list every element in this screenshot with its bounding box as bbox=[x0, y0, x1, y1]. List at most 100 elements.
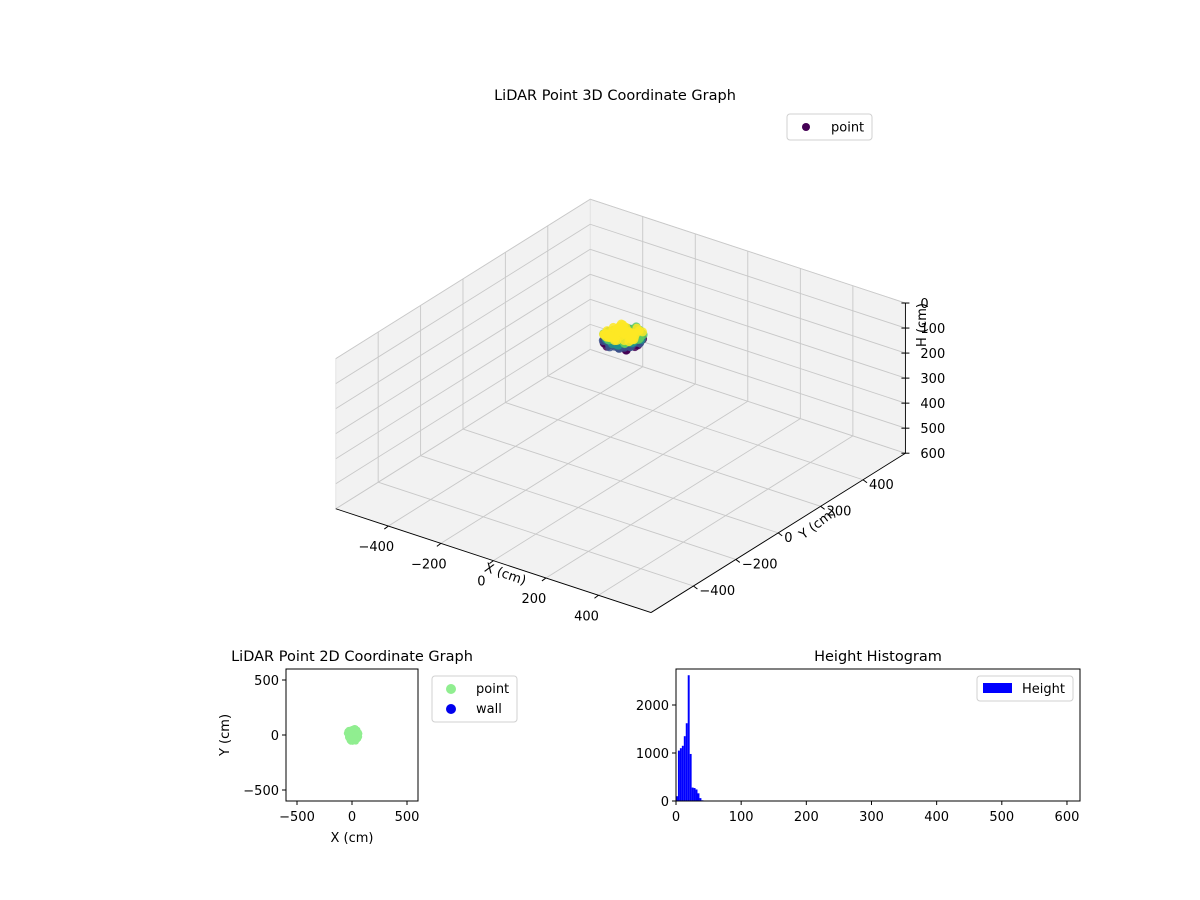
y-tick-label: 200 bbox=[827, 504, 852, 519]
y-tick bbox=[693, 585, 698, 590]
x-tick-label: 400 bbox=[924, 810, 949, 825]
hist-bar bbox=[683, 736, 686, 801]
z-tick-label: 200 bbox=[920, 347, 945, 362]
chart-hist-ticks: 0 100 200 300 400 500 600 0 1000 2000 bbox=[636, 699, 1079, 825]
point-2d bbox=[345, 734, 351, 741]
hist-bar bbox=[695, 789, 698, 801]
y-tick-label: 2000 bbox=[636, 699, 669, 714]
y-tick bbox=[777, 532, 783, 537]
y-tick-label: −500 bbox=[243, 784, 279, 799]
grid-z-left bbox=[335, 248, 591, 410]
chart-2d-legend-point-label: point bbox=[476, 682, 509, 697]
chart-3d-legend: point bbox=[786, 113, 873, 141]
hist-bar bbox=[687, 675, 690, 801]
y-tick-label: 0 bbox=[271, 729, 279, 744]
x-tick bbox=[489, 560, 494, 565]
y-tick-label: 1000 bbox=[636, 747, 669, 762]
chart-2d-xlabel: X (cm) bbox=[331, 831, 374, 846]
y-tick bbox=[735, 559, 741, 563]
chart-3d-point-cloud bbox=[598, 319, 648, 355]
grid-z-back bbox=[590, 298, 906, 404]
x-tick-label: 600 bbox=[1055, 810, 1080, 825]
hist-bar bbox=[693, 788, 696, 801]
y-tick-label: −200 bbox=[742, 557, 778, 572]
y-tick bbox=[862, 479, 868, 484]
x-tick bbox=[384, 525, 389, 530]
x-tick-label: −500 bbox=[279, 810, 315, 825]
hist-bar bbox=[689, 753, 692, 801]
chart-3d-zlabel: H (cm) bbox=[915, 303, 930, 347]
grid-z-back bbox=[590, 223, 906, 329]
y-tick-label: 0 bbox=[784, 531, 792, 546]
x-tick-label: 200 bbox=[794, 810, 819, 825]
x-tick-label: −200 bbox=[411, 557, 447, 572]
point-3d bbox=[619, 326, 629, 336]
y-tick-label: −400 bbox=[699, 584, 735, 599]
point-3d bbox=[608, 322, 618, 332]
chart-hist-title: Height Histogram bbox=[814, 649, 942, 665]
point-3d bbox=[634, 326, 644, 336]
chart-3d-ticks: −400 −200 0 200 400 −400 −200 0 200 400 0 100 200 300… bbox=[358, 297, 945, 624]
chart-hist-legend-swatch bbox=[983, 683, 1012, 693]
x-tick bbox=[436, 542, 442, 547]
x-tick bbox=[541, 577, 547, 582]
grid-z-back bbox=[590, 273, 906, 379]
grid-y-floor bbox=[378, 481, 694, 587]
chart-3d: LiDAR Point 3D Coordinate Graph −400 −200… bbox=[334, 88, 945, 624]
z-tick-label: 500 bbox=[920, 422, 945, 437]
chart-3d-title: LiDAR Point 3D Coordinate Graph bbox=[494, 88, 736, 104]
grid-z-left bbox=[335, 349, 591, 510]
chart-2d-legend-point-marker bbox=[446, 684, 456, 694]
grid-y-floor bbox=[547, 375, 864, 481]
hist-bar bbox=[691, 787, 694, 801]
z-tick-label: 100 bbox=[920, 322, 945, 337]
chart-2d: LiDAR Point 2D Coordinate Graph −500 0 500… bbox=[218, 649, 518, 846]
chart-3d-legend-marker bbox=[802, 123, 810, 131]
grid-y-floor bbox=[462, 428, 779, 534]
chart-2d-legend-wall-marker bbox=[446, 704, 456, 714]
hist-bar bbox=[697, 793, 700, 801]
hist-bar bbox=[681, 745, 684, 801]
x-tick bbox=[594, 594, 599, 599]
x-tick-label: 100 bbox=[729, 810, 754, 825]
hist-bar bbox=[699, 798, 702, 801]
y-tick bbox=[820, 505, 825, 510]
chart-hist-legend-box bbox=[976, 675, 1074, 702]
chart-2d-points bbox=[343, 725, 363, 745]
x-tick-label: 0 bbox=[348, 810, 356, 825]
hist-bar bbox=[685, 723, 688, 801]
x-tick-label: 200 bbox=[522, 592, 547, 607]
chart-2d-ylabel: Y (cm) bbox=[218, 714, 233, 757]
grid-z-left bbox=[335, 273, 591, 435]
x-tick-label: −400 bbox=[358, 540, 394, 555]
x-tick-label: 300 bbox=[859, 810, 884, 825]
grid-z-left bbox=[335, 298, 591, 460]
hist-bar bbox=[679, 748, 682, 801]
chart-2d-ticks: −500 0 500 −500 0 500 bbox=[243, 674, 419, 825]
hist-bar bbox=[677, 750, 680, 801]
chart-histogram: Height Histogram 0 100 200 300 400 500 600 0 100… bbox=[636, 649, 1081, 825]
grid-z-left bbox=[335, 323, 591, 485]
y-tick-label: 500 bbox=[254, 674, 279, 689]
z-tick-label: 600 bbox=[920, 447, 945, 462]
z-tick-label: 400 bbox=[920, 397, 945, 412]
chart-2d-title: LiDAR Point 2D Coordinate Graph bbox=[231, 649, 473, 665]
point-2d bbox=[355, 729, 362, 736]
grid-z-back bbox=[590, 198, 906, 304]
grid-z-back bbox=[590, 348, 906, 454]
x-tick-label: 500 bbox=[395, 810, 420, 825]
point-2d bbox=[351, 734, 358, 741]
chart-2d-legend-wall-label: wall bbox=[476, 702, 502, 717]
grid-y-floor bbox=[420, 455, 736, 560]
z-tick-label: 300 bbox=[920, 372, 945, 387]
y-tick-label: 400 bbox=[869, 478, 894, 493]
grid-z-left bbox=[335, 198, 591, 359]
chart-hist-legend: Height bbox=[976, 675, 1074, 702]
x-tick-label: 0 bbox=[672, 810, 680, 825]
grid-z-back bbox=[590, 248, 906, 354]
z-tick-label: 0 bbox=[920, 297, 928, 312]
x-tick-label: 400 bbox=[574, 609, 599, 624]
x-tick-label: 500 bbox=[989, 810, 1014, 825]
grid-y-floor bbox=[505, 402, 821, 507]
chart-3d-legend-box bbox=[786, 113, 873, 141]
